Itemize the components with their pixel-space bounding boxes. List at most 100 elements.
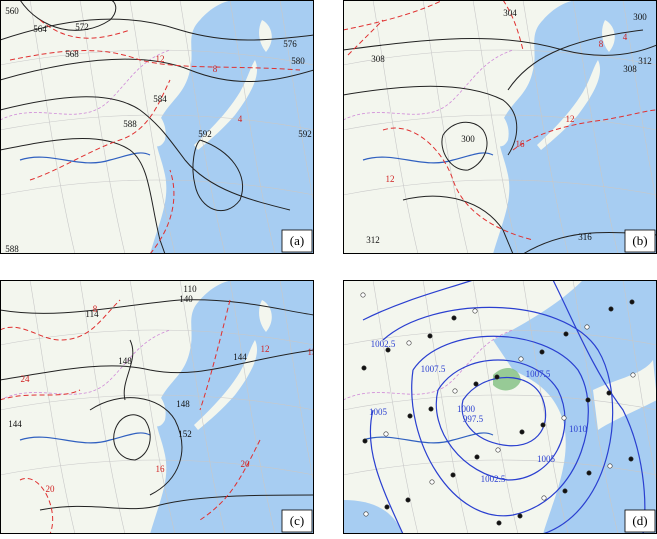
graticule: [0, 394, 314, 411]
graticule: [79, 280, 126, 534]
station: [363, 511, 369, 517]
contour-label: 12: [386, 174, 395, 184]
contour-label: 4: [238, 114, 243, 124]
station: [383, 431, 389, 437]
contour-label: 572: [75, 22, 89, 32]
contour-label: 300: [633, 12, 647, 22]
graticule: [129, 280, 176, 534]
border: [343, 49, 514, 121]
graticule: [229, 0, 276, 254]
contour-label: 308: [623, 64, 637, 74]
graticule: [372, 0, 419, 254]
land: [491, 110, 509, 147]
graticule: [0, 329, 314, 346]
station: [607, 463, 613, 469]
contour-dashed: [382, 127, 534, 241]
station: [539, 349, 545, 355]
graticule: [622, 0, 657, 206]
panel-label: (c): [290, 513, 304, 528]
panel-label-box: [281, 509, 313, 533]
graticule: [279, 280, 314, 486]
river: [362, 432, 494, 444]
contour: [89, 397, 183, 496]
panel-label: (d): [632, 513, 647, 528]
station: [452, 388, 458, 394]
ocean: [493, 0, 657, 254]
contour: [441, 121, 488, 171]
contour: [192, 139, 244, 212]
panel-label: (b): [632, 233, 647, 248]
contour-label: 24: [21, 374, 31, 384]
contour: [0, 137, 166, 254]
contour-label: 12: [156, 54, 165, 64]
graticule: [622, 280, 657, 486]
contour-label: 1000: [457, 404, 476, 414]
graticule: [0, 459, 314, 476]
contour-label: 564: [33, 24, 47, 34]
contour-label: 580: [291, 56, 305, 66]
station: [629, 299, 635, 305]
graticule: [343, 114, 657, 131]
land: [148, 110, 166, 147]
isobar: [369, 409, 404, 534]
land: [148, 390, 166, 427]
contour-dashed: [199, 299, 231, 411]
station: [518, 356, 524, 362]
contour-label: 15: [308, 347, 318, 357]
station: [495, 447, 501, 453]
station: [360, 292, 366, 298]
contour: [19, 0, 117, 31]
graticule: [422, 280, 469, 534]
contour: [0, 299, 314, 316]
station: [563, 331, 569, 337]
ocean: [343, 500, 403, 534]
station: [562, 488, 568, 494]
graticule: [343, 329, 657, 346]
contour-label: 576: [283, 39, 297, 49]
contour-label: 144: [8, 419, 22, 429]
contour-label: 148: [176, 399, 190, 409]
graticule: [29, 0, 76, 254]
contour-dashed: [347, 19, 384, 56]
contour: [123, 339, 134, 401]
land: [194, 300, 272, 430]
station: [519, 429, 525, 435]
contour-label: 1007.5: [421, 364, 446, 374]
contour-label: 592: [198, 129, 212, 139]
contour-dashed: [39, 19, 131, 39]
station: [628, 456, 634, 462]
contour: [507, 29, 644, 91]
contour: [0, 96, 291, 211]
contour-label: 1002.5: [371, 339, 396, 349]
panel-label-box: [624, 229, 656, 253]
graticule: [0, 179, 314, 196]
contour-label: 1002.5: [481, 474, 506, 484]
graticule: [572, 280, 619, 534]
station: [541, 495, 547, 501]
graticule: [372, 280, 419, 534]
station: [451, 315, 457, 321]
contour-dashed: [199, 439, 261, 521]
contour-label: 114: [85, 309, 99, 319]
station: [405, 497, 411, 503]
station: [608, 306, 614, 312]
contour-label: 8: [93, 304, 98, 314]
graticule: [129, 0, 176, 254]
contour-label: 12: [566, 114, 575, 124]
contour-dashed: [512, 109, 657, 151]
graticule: [522, 280, 569, 534]
station: [494, 374, 500, 380]
contour-label: 1007.5: [526, 369, 551, 379]
graticule: [0, 49, 314, 66]
contour-label: 20: [46, 484, 56, 494]
contour: [113, 414, 151, 461]
graticule: [343, 49, 657, 66]
graticule: [179, 0, 226, 254]
contour: [0, 58, 314, 83]
border: [0, 49, 171, 121]
contour-label: 8: [599, 39, 604, 49]
station: [429, 479, 435, 485]
contour: [402, 195, 514, 254]
graticule: [522, 0, 569, 254]
